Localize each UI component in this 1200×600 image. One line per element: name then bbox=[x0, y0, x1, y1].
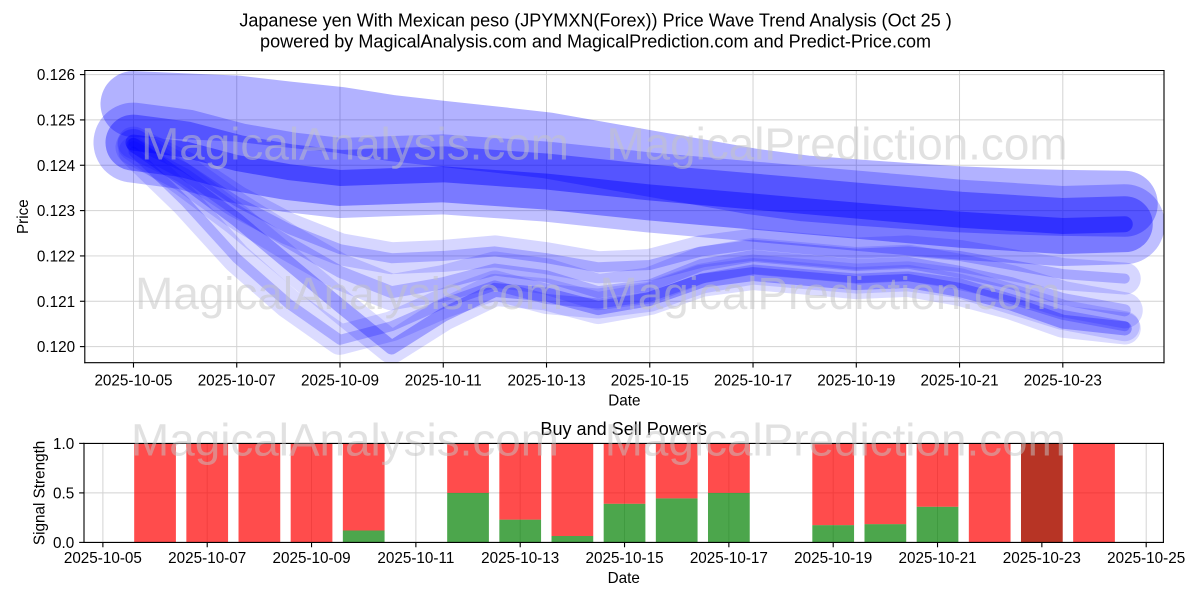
svg-text:2025-10-11: 2025-10-11 bbox=[405, 373, 482, 390]
svg-text:2025-10-17: 2025-10-17 bbox=[714, 373, 792, 390]
svg-text:2025-10-21: 2025-10-21 bbox=[921, 373, 999, 390]
svg-text:2025-10-09: 2025-10-09 bbox=[272, 550, 350, 567]
svg-text:MagicalAnalysis.com: MagicalAnalysis.com bbox=[135, 268, 563, 319]
svg-text:0.126: 0.126 bbox=[37, 67, 75, 84]
svg-text:MagicalAnalysis.com: MagicalAnalysis.com bbox=[131, 414, 559, 465]
svg-text:2025-10-19: 2025-10-19 bbox=[794, 550, 872, 567]
svg-text:2025-10-23: 2025-10-23 bbox=[1003, 550, 1081, 567]
svg-text:2025-10-05: 2025-10-05 bbox=[94, 373, 172, 390]
svg-text:2025-10-21: 2025-10-21 bbox=[898, 550, 976, 567]
svg-text:2025-10-05: 2025-10-05 bbox=[64, 550, 142, 567]
svg-text:2025-10-07: 2025-10-07 bbox=[168, 550, 246, 567]
svg-text:2025-10-11: 2025-10-11 bbox=[377, 550, 454, 567]
svg-text:2025-10-23: 2025-10-23 bbox=[1024, 373, 1102, 390]
svg-text:Date: Date bbox=[608, 392, 640, 409]
svg-text:0.121: 0.121 bbox=[37, 294, 75, 311]
svg-text:Price: Price bbox=[15, 199, 32, 234]
svg-text:2025-10-13: 2025-10-13 bbox=[481, 550, 559, 567]
svg-text:0.5: 0.5 bbox=[53, 485, 74, 502]
svg-text:0.120: 0.120 bbox=[37, 339, 75, 356]
svg-text:2025-10-19: 2025-10-19 bbox=[817, 373, 895, 390]
svg-text:MagicalPrediction.com: MagicalPrediction.com bbox=[605, 414, 1066, 465]
svg-text:2025-10-15: 2025-10-15 bbox=[585, 550, 663, 567]
svg-text:powered by MagicalAnalysis.com: powered by MagicalAnalysis.com and Magic… bbox=[260, 31, 931, 51]
svg-text:0.0: 0.0 bbox=[53, 535, 74, 552]
svg-text:0.124: 0.124 bbox=[37, 158, 76, 175]
svg-text:Date: Date bbox=[608, 570, 640, 587]
svg-text:Buy and Sell Powers: Buy and Sell Powers bbox=[540, 419, 707, 439]
svg-text:MagicalPrediction.com: MagicalPrediction.com bbox=[600, 268, 1061, 319]
svg-text:MagicalAnalysis.com: MagicalAnalysis.com bbox=[141, 118, 569, 169]
svg-text:0.123: 0.123 bbox=[37, 203, 75, 220]
svg-text:2025-10-25: 2025-10-25 bbox=[1107, 550, 1185, 567]
svg-text:2025-10-09: 2025-10-09 bbox=[301, 373, 379, 390]
svg-text:MagicalPrediction.com: MagicalPrediction.com bbox=[606, 118, 1067, 169]
svg-text:0.122: 0.122 bbox=[37, 248, 75, 265]
svg-text:Signal Strength: Signal Strength bbox=[31, 441, 48, 545]
svg-text:Japanese yen With Mexican peso: Japanese yen With Mexican peso (JPYMXN(F… bbox=[239, 10, 951, 30]
svg-text:2025-10-15: 2025-10-15 bbox=[611, 373, 689, 390]
svg-text:1.0: 1.0 bbox=[53, 436, 74, 453]
svg-text:0.125: 0.125 bbox=[37, 112, 75, 129]
svg-text:2025-10-07: 2025-10-07 bbox=[198, 373, 276, 390]
svg-text:2025-10-17: 2025-10-17 bbox=[690, 550, 768, 567]
svg-text:2025-10-13: 2025-10-13 bbox=[507, 373, 585, 390]
